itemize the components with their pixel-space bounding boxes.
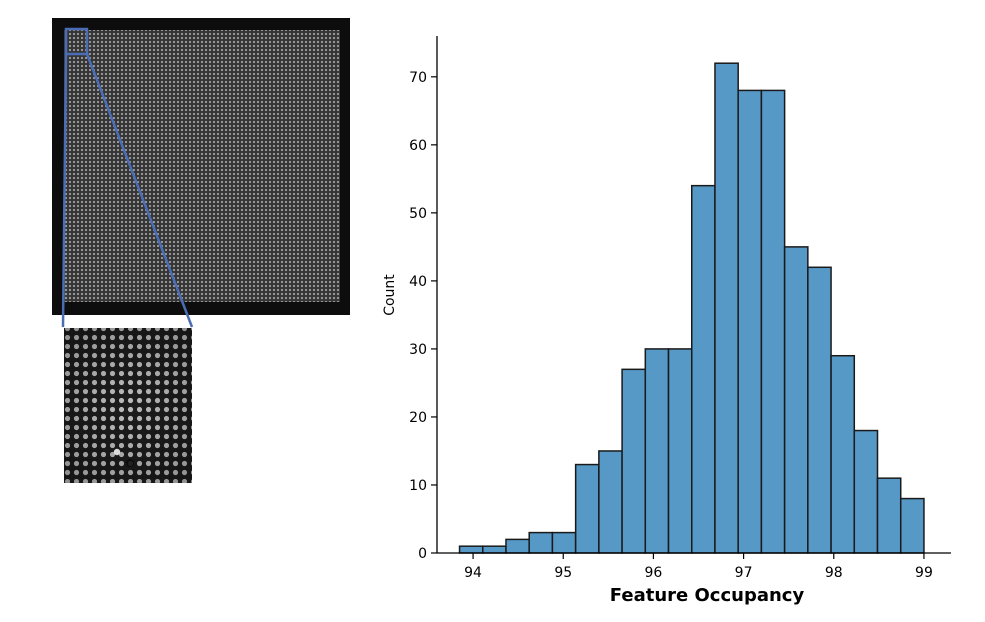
zoom-region-box xyxy=(64,27,89,56)
x-tick-label: 99 xyxy=(915,565,933,581)
histogram-bar xyxy=(667,348,693,554)
y-tick-label: 70 xyxy=(409,70,427,86)
histogram-bar xyxy=(574,463,600,554)
histogram-bar xyxy=(760,89,786,554)
y-tick-label: 30 xyxy=(409,342,427,358)
x-ticks: 94 95 96 97 98 99 xyxy=(464,553,933,581)
histogram-bar xyxy=(644,348,670,554)
histogram-bar xyxy=(899,497,925,554)
y-axis-label: Count xyxy=(382,274,398,316)
histogram-bar xyxy=(551,531,577,554)
histogram-bar xyxy=(876,477,902,554)
x-tick-label: 94 xyxy=(464,565,482,581)
y-tick-label: 20 xyxy=(409,410,427,426)
flow-cell-overview-image xyxy=(52,18,350,315)
y-tick-label: 0 xyxy=(418,546,427,562)
zoom-callout xyxy=(61,27,194,328)
x-axis-label: Feature Occupancy xyxy=(610,585,805,606)
histogram-bar xyxy=(482,545,507,554)
occupancy-histogram: 94 95 96 97 98 99 0 10 20 30 40 50 60 70 Feature Occ… xyxy=(382,36,951,606)
histogram-bar xyxy=(853,429,879,554)
histogram-bar xyxy=(737,89,763,554)
x-tick-label: 97 xyxy=(735,565,753,581)
histogram-bar xyxy=(830,354,856,554)
y-tick-label: 50 xyxy=(409,206,427,222)
histogram-bar xyxy=(807,266,832,554)
y-tick-label: 40 xyxy=(409,274,427,290)
y-ticks: 0 10 20 30 40 50 60 70 xyxy=(409,70,437,562)
x-tick-label: 96 xyxy=(645,565,663,581)
histogram-bar xyxy=(528,531,554,554)
y-tick-label: 60 xyxy=(409,138,427,154)
histogram-bar xyxy=(690,184,716,554)
histogram-bar xyxy=(458,545,484,554)
histogram-bar xyxy=(621,368,647,554)
x-tick-label: 95 xyxy=(554,565,572,581)
flow-cell-inset-image xyxy=(64,328,192,483)
histogram-bar xyxy=(505,538,530,554)
histogram-bars xyxy=(458,62,925,554)
zoom-line-right xyxy=(85,53,194,328)
zoom-line-left xyxy=(61,53,68,328)
histogram-bar xyxy=(598,450,623,554)
histogram-bar xyxy=(714,62,739,554)
x-tick-label: 98 xyxy=(825,565,843,581)
histogram-bar xyxy=(783,246,809,554)
y-tick-label: 10 xyxy=(409,478,427,494)
